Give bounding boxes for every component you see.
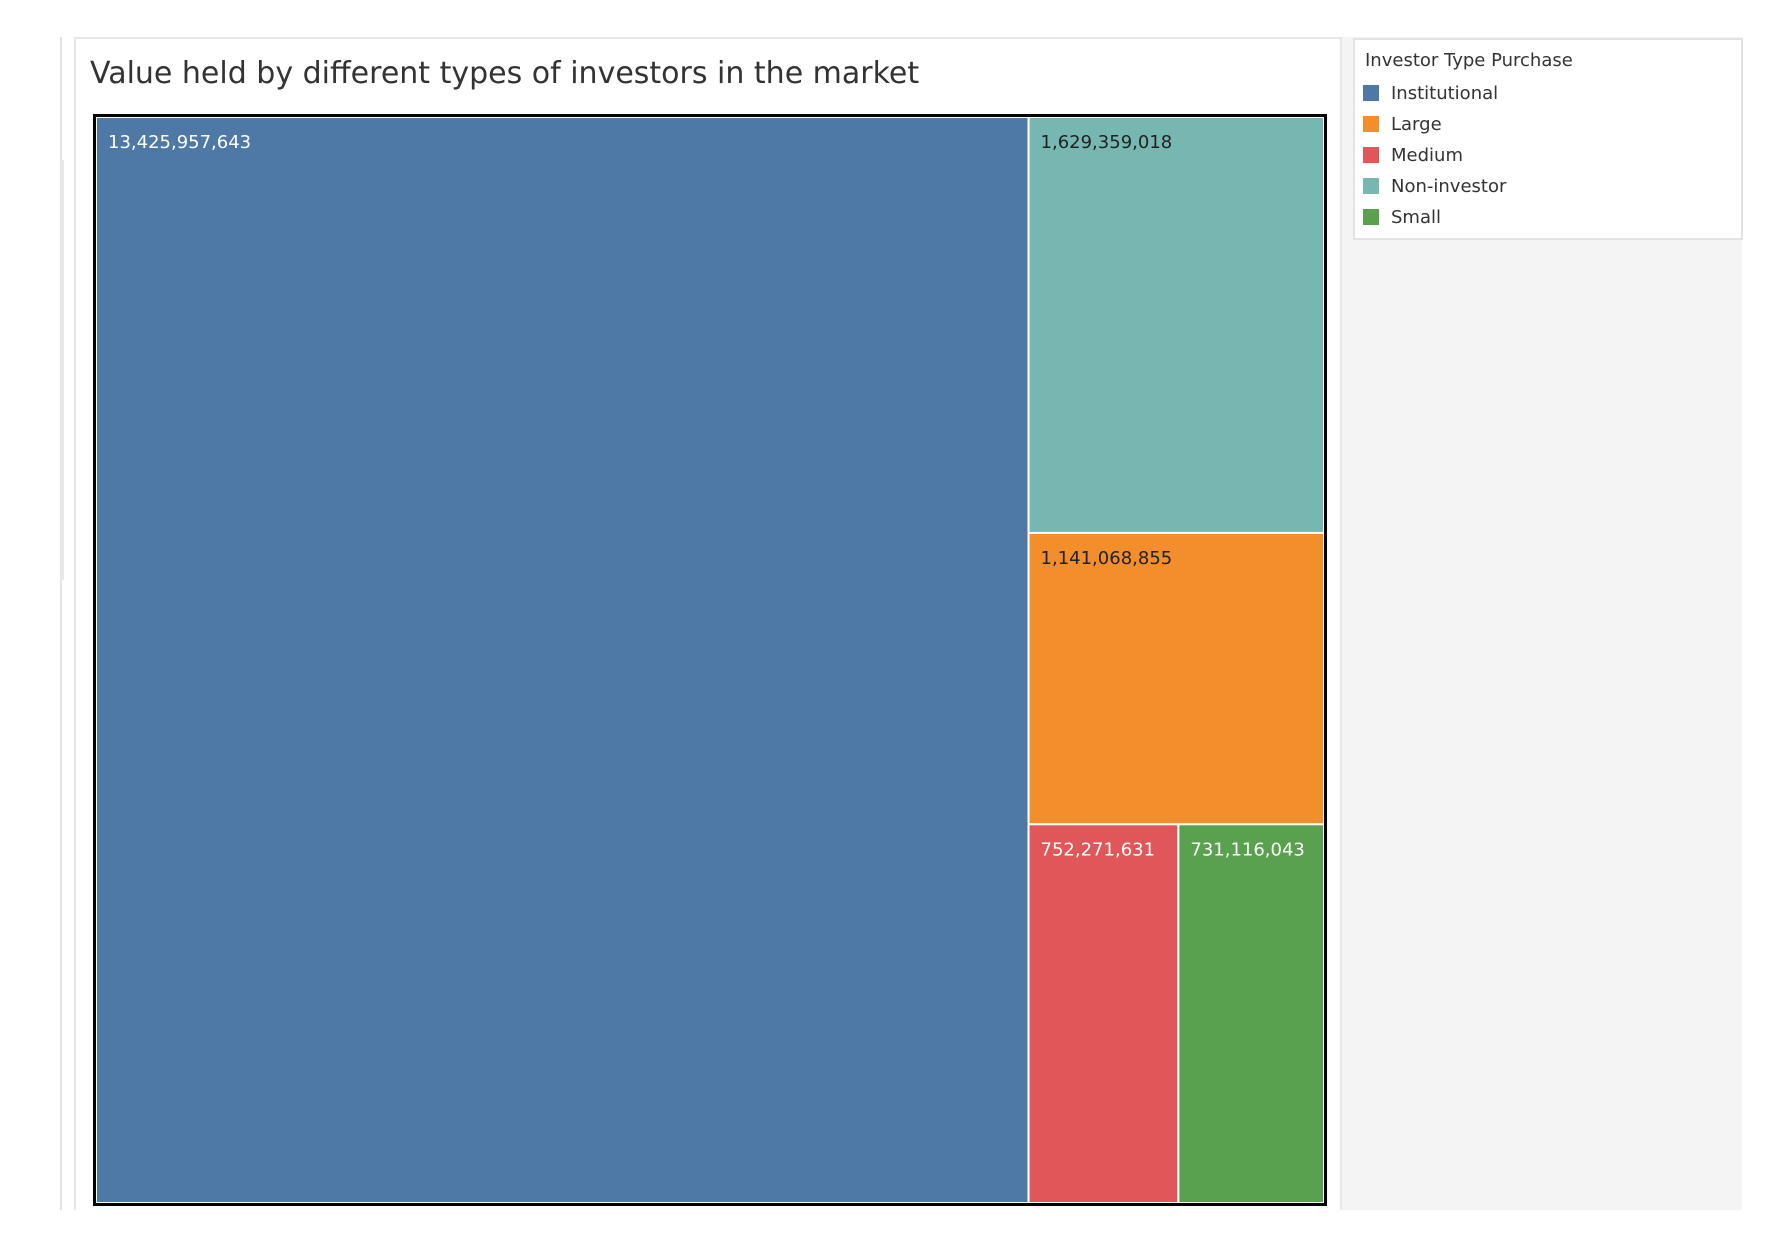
treemap-frame: 13,425,957,643 1,629,359,018 1,141,068,855… [93, 114, 1327, 1206]
left-pane-edge [60, 160, 64, 580]
treemap-tile-institutional[interactable] [96, 117, 1030, 1203]
treemap-label-large: 1,141,068,855 [1041, 548, 1173, 569]
treemap-label-non-investor: 1,629,359,018 [1041, 132, 1173, 153]
legend-swatch-institutional [1363, 85, 1379, 101]
treemap-tile-medium[interactable] [1027, 823, 1180, 1203]
legend-item-small[interactable]: Small [1363, 204, 1441, 230]
treemap-label-institutional: 13,425,957,643 [108, 132, 251, 153]
legend-swatch-large [1363, 116, 1379, 132]
legend-label-medium: Medium [1391, 144, 1463, 166]
legend-item-non-investor[interactable]: Non-investor [1363, 173, 1506, 199]
legend-item-institutional[interactable]: Institutional [1363, 80, 1498, 106]
legend: Investor Type Purchase Institutional Larg… [1353, 38, 1743, 240]
legend-label-large: Large [1391, 113, 1442, 135]
treemap: 13,425,957,643 1,629,359,018 1,141,068,855… [96, 117, 1324, 1203]
legend-swatch-small [1363, 209, 1379, 225]
treemap-tile-small[interactable] [1177, 823, 1324, 1203]
chart-title: Value held by different types of investo… [90, 56, 920, 91]
legend-item-large[interactable]: Large [1363, 111, 1442, 137]
legend-item-medium[interactable]: Medium [1363, 142, 1463, 168]
legend-label-non-investor: Non-investor [1391, 175, 1507, 197]
treemap-label-medium: 752,271,631 [1041, 839, 1156, 860]
legend-label-institutional: Institutional [1391, 82, 1499, 104]
legend-swatch-medium [1363, 147, 1379, 163]
treemap-tile-large[interactable] [1027, 531, 1324, 826]
legend-swatch-non-investor [1363, 178, 1379, 194]
legend-title: Investor Type Purchase [1365, 50, 1573, 71]
legend-label-small: Small [1391, 206, 1441, 228]
treemap-label-small: 731,116,043 [1190, 839, 1305, 860]
left-divider [60, 37, 62, 1210]
treemap-tile-non-investor[interactable] [1027, 117, 1324, 534]
